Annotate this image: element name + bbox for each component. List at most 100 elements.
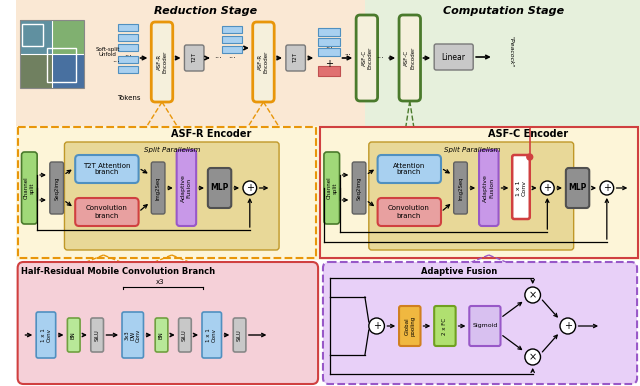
Text: "Peacock": "Peacock"	[509, 36, 514, 68]
Text: Adaptive
Fusion: Adaptive Fusion	[181, 174, 192, 202]
FancyBboxPatch shape	[469, 306, 500, 346]
Text: Convolution
branch: Convolution branch	[86, 205, 127, 218]
Circle shape	[369, 318, 385, 334]
FancyBboxPatch shape	[65, 142, 279, 250]
Text: Global
pooling: Global pooling	[404, 316, 415, 336]
Text: Adaptive Fusion: Adaptive Fusion	[421, 267, 498, 276]
Circle shape	[560, 318, 575, 334]
Text: SiLU: SiLU	[237, 329, 241, 341]
FancyBboxPatch shape	[369, 142, 573, 250]
Bar	[52, 54, 84, 88]
FancyBboxPatch shape	[184, 45, 204, 71]
FancyBboxPatch shape	[177, 150, 196, 226]
Bar	[118, 66, 138, 73]
FancyBboxPatch shape	[91, 318, 104, 352]
Text: BN: BN	[159, 331, 164, 339]
FancyBboxPatch shape	[50, 162, 63, 214]
Text: +: +	[564, 321, 572, 331]
Text: SiLU: SiLU	[94, 329, 99, 341]
FancyBboxPatch shape	[151, 162, 165, 214]
Bar	[118, 34, 138, 41]
Text: ...: ...	[124, 49, 132, 58]
FancyBboxPatch shape	[378, 198, 441, 226]
Text: Half-Residual Mobile Convolution Branch: Half-Residual Mobile Convolution Branch	[21, 267, 215, 276]
FancyBboxPatch shape	[512, 155, 530, 219]
Bar	[318, 38, 340, 46]
Bar	[318, 48, 340, 56]
Text: ×: ×	[529, 352, 537, 362]
FancyBboxPatch shape	[253, 22, 274, 102]
Text: Adaptive
Fusion: Adaptive Fusion	[483, 174, 494, 202]
Bar	[20, 20, 84, 88]
FancyBboxPatch shape	[179, 318, 191, 352]
Text: T2T: T2T	[293, 53, 298, 63]
Bar	[52, 20, 84, 54]
Text: Channel
split: Channel split	[24, 177, 35, 199]
Text: Tokens: Tokens	[117, 95, 141, 101]
FancyBboxPatch shape	[399, 306, 420, 346]
Circle shape	[243, 181, 257, 195]
Bar	[223, 26, 242, 33]
Bar	[223, 36, 242, 43]
Text: +: +	[603, 183, 611, 193]
Text: Split Parallelism: Split Parallelism	[444, 147, 500, 153]
Text: Linear: Linear	[442, 52, 466, 61]
Bar	[118, 24, 138, 31]
FancyBboxPatch shape	[36, 312, 56, 358]
Text: ASF-C Encoder: ASF-C Encoder	[488, 129, 568, 139]
Bar	[320, 127, 638, 258]
FancyBboxPatch shape	[434, 44, 473, 70]
Bar	[118, 44, 138, 51]
Text: Computation Stage: Computation Stage	[443, 6, 564, 16]
Text: MLP: MLP	[211, 183, 228, 193]
Bar	[47, 48, 76, 82]
Text: Split Parallelism: Split Parallelism	[143, 147, 200, 153]
Text: 1 x 1
Conv: 1 x 1 Conv	[206, 328, 217, 342]
FancyBboxPatch shape	[151, 22, 173, 102]
FancyBboxPatch shape	[323, 262, 637, 384]
Text: Seq2img: Seq2img	[54, 176, 59, 200]
Text: +: +	[246, 183, 254, 193]
Text: ASF-R
Encoder: ASF-R Encoder	[258, 51, 269, 73]
Text: MLP: MLP	[568, 183, 587, 193]
Text: ASF-C
Encoder: ASF-C Encoder	[404, 47, 415, 69]
FancyBboxPatch shape	[18, 262, 318, 384]
Text: 2 x FC: 2 x FC	[442, 317, 447, 335]
FancyBboxPatch shape	[233, 318, 246, 352]
Text: Convolution
branch: Convolution branch	[388, 205, 429, 218]
FancyBboxPatch shape	[356, 15, 378, 101]
Text: ...: ...	[112, 56, 120, 64]
Text: Img2Seq: Img2Seq	[156, 176, 161, 200]
Text: ASF-R Encoder: ASF-R Encoder	[171, 129, 251, 139]
Text: ×: ×	[529, 290, 537, 300]
Bar	[118, 56, 138, 63]
Circle shape	[525, 287, 541, 303]
Text: Soft-split
Unfold: Soft-split Unfold	[95, 47, 120, 58]
Text: 1 x 1
Conv: 1 x 1 Conv	[40, 328, 51, 342]
Text: ...: ...	[228, 51, 236, 61]
Circle shape	[525, 349, 541, 365]
Text: ASF-R
Encoder: ASF-R Encoder	[157, 51, 168, 73]
Text: SiLU: SiLU	[182, 329, 187, 341]
FancyBboxPatch shape	[399, 15, 420, 101]
FancyBboxPatch shape	[454, 162, 467, 214]
Text: ...: ...	[344, 50, 351, 56]
Polygon shape	[18, 127, 316, 258]
Bar	[365, 0, 640, 128]
FancyBboxPatch shape	[75, 155, 139, 183]
Text: +: +	[372, 321, 381, 331]
Text: x3: x3	[156, 279, 164, 285]
FancyBboxPatch shape	[378, 155, 441, 183]
Text: Seq2img: Seq2img	[356, 176, 362, 200]
Bar	[318, 28, 340, 36]
Bar	[20, 54, 52, 88]
FancyBboxPatch shape	[122, 312, 143, 358]
FancyBboxPatch shape	[566, 168, 589, 208]
FancyBboxPatch shape	[67, 318, 80, 352]
Text: Sigmoid: Sigmoid	[472, 323, 497, 328]
Text: BN: BN	[71, 331, 76, 339]
Text: ...: ...	[376, 51, 385, 59]
Bar	[22, 24, 43, 46]
Bar	[318, 66, 340, 76]
FancyBboxPatch shape	[352, 162, 366, 214]
